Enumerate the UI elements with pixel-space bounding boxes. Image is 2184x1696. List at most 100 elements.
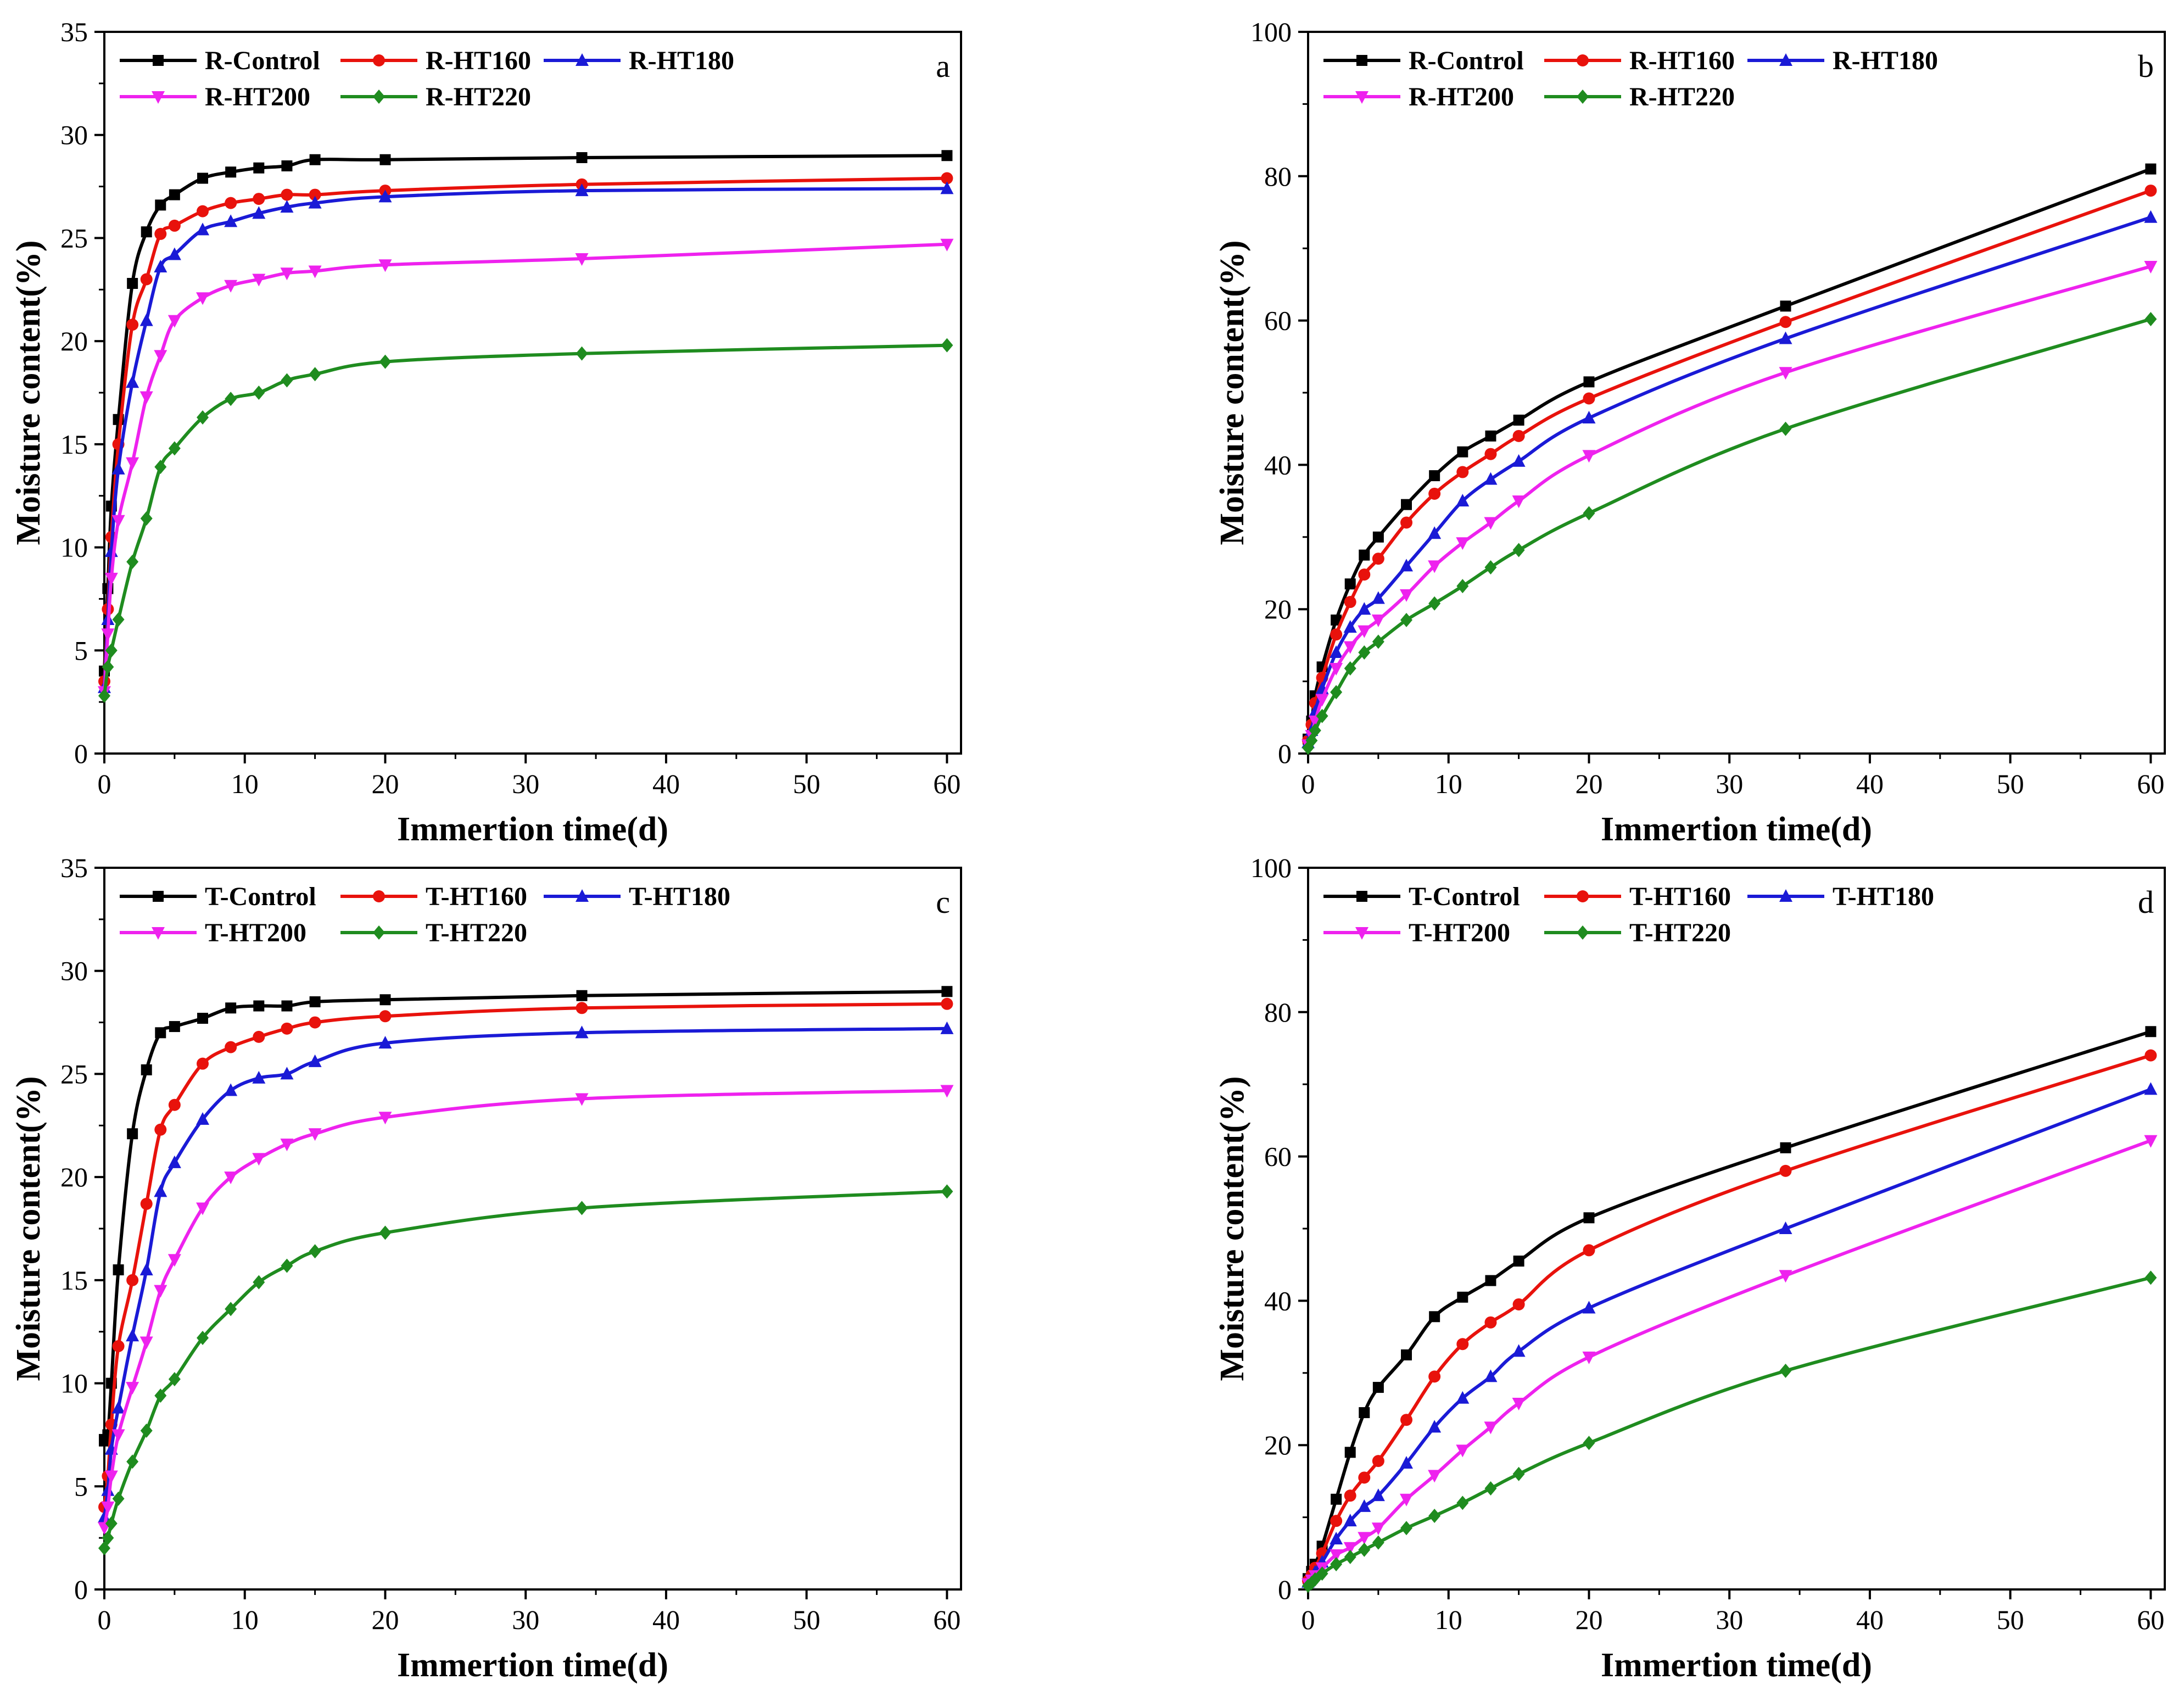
data-point (253, 193, 265, 205)
data-point (1583, 1244, 1595, 1257)
data-point (1779, 1164, 1792, 1177)
series-line (103, 242, 949, 694)
data-point (102, 1531, 114, 1546)
x-axis-title: Immertion time(d) (1601, 1647, 1872, 1684)
legend-label: T-HT180 (1833, 882, 1934, 911)
data-point (2145, 163, 2157, 175)
data-point (1582, 410, 1596, 423)
data-point (280, 200, 294, 213)
data-point (1484, 1421, 1498, 1435)
data-point (2144, 1135, 2158, 1148)
data-point (169, 1021, 180, 1033)
data-point (281, 1022, 293, 1035)
data-point (253, 1275, 265, 1290)
y-tick-label: 20 (60, 326, 88, 356)
data-point (1372, 1382, 1384, 1393)
data-point (1316, 708, 1328, 723)
data-point (1371, 591, 1385, 604)
series-r-control (1303, 163, 2157, 745)
legend-entry-r-control: R-Control (1323, 46, 1524, 75)
data-point (126, 457, 139, 470)
data-point (1372, 1535, 1384, 1550)
data-point (1780, 300, 1791, 312)
x-tick-label: 30 (1716, 1604, 1743, 1635)
series-t-ht220 (1302, 1270, 2157, 1593)
data-point (126, 554, 139, 569)
data-point (280, 267, 294, 281)
data-point (167, 315, 181, 328)
data-point (1583, 392, 1595, 405)
data-point (1400, 589, 1414, 602)
data-point (98, 688, 110, 703)
data-point (576, 346, 588, 361)
y-tick-label: 100 (1250, 16, 1292, 47)
data-point (1484, 448, 1497, 460)
data-point (941, 997, 953, 1010)
data-point (111, 1401, 125, 1414)
legend-marker (1577, 90, 1589, 104)
y-tick-label: 100 (1250, 852, 1292, 883)
data-point (111, 515, 125, 528)
data-point (197, 172, 209, 184)
data-point (379, 1225, 392, 1240)
data-point (104, 1470, 118, 1483)
legend-entry-t-control: T-Control (120, 882, 316, 911)
data-point (154, 1123, 167, 1136)
data-point (2144, 1049, 2157, 1062)
y-tick-label: 10 (60, 532, 88, 563)
x-tick-label: 50 (1997, 768, 2024, 799)
data-point (1429, 1311, 1440, 1323)
x-tick-label: 40 (1856, 768, 1884, 799)
legend-entry-t-ht160: T-HT160 (1544, 882, 1731, 911)
data-point (1456, 494, 1470, 507)
x-tick-label: 20 (1575, 1604, 1602, 1635)
x-tick-label: 60 (2137, 768, 2164, 799)
data-point (112, 1340, 125, 1352)
y-tick-label: 30 (60, 120, 88, 150)
legend-label: T-HT180 (629, 882, 730, 911)
data-point (154, 259, 167, 272)
data-point (197, 205, 209, 217)
plot-frame (103, 31, 962, 755)
data-point (196, 1202, 210, 1215)
data-point (102, 660, 114, 674)
data-point (139, 1336, 153, 1349)
legend-label: R-Control (205, 46, 320, 75)
data-point (281, 1258, 293, 1273)
data-point (280, 1067, 294, 1080)
data-point (1401, 1349, 1412, 1360)
data-point (225, 197, 237, 209)
series-t-ht180 (98, 1021, 954, 1523)
y-axis-title: Moisture content(%) (10, 1076, 47, 1381)
x-tick-label: 30 (512, 1604, 539, 1635)
data-point (1456, 1496, 1469, 1510)
data-point (1779, 367, 1792, 380)
legend-marker (373, 925, 385, 940)
data-point (576, 1201, 588, 1215)
data-point (1583, 376, 1595, 388)
series-line (103, 1002, 949, 1509)
data-point (1344, 578, 1356, 590)
chart-panel-b: 0 20 40 60 80 100 0 10 20 30 40 50 60 Immertion time(… (1214, 16, 2166, 848)
x-tick-label: 10 (231, 768, 259, 799)
data-point (1343, 1542, 1357, 1555)
series-t-control (1303, 1026, 2157, 1585)
legend-entry-r-ht180: R-HT180 (544, 46, 734, 75)
data-point (1456, 579, 1469, 594)
x-tick-label: 0 (98, 768, 111, 799)
data-point (1779, 1221, 1792, 1234)
data-point (197, 1330, 209, 1345)
data-point (940, 1085, 954, 1098)
chart-panel-a: 0 5 10 15 20 25 30 35 0 10 20 30 40 50 60 Immertion tim… (10, 16, 962, 848)
data-point (308, 1128, 322, 1141)
x-tick-label: 50 (793, 768, 820, 799)
data-point (1358, 602, 1371, 615)
data-point (1428, 526, 1442, 539)
data-point (281, 188, 293, 201)
data-point (1330, 1557, 1343, 1572)
data-point (139, 313, 153, 326)
data-point (1371, 1488, 1385, 1502)
data-point (1513, 1256, 1524, 1267)
y-tick-label: 30 (60, 956, 88, 986)
data-point (140, 511, 153, 526)
